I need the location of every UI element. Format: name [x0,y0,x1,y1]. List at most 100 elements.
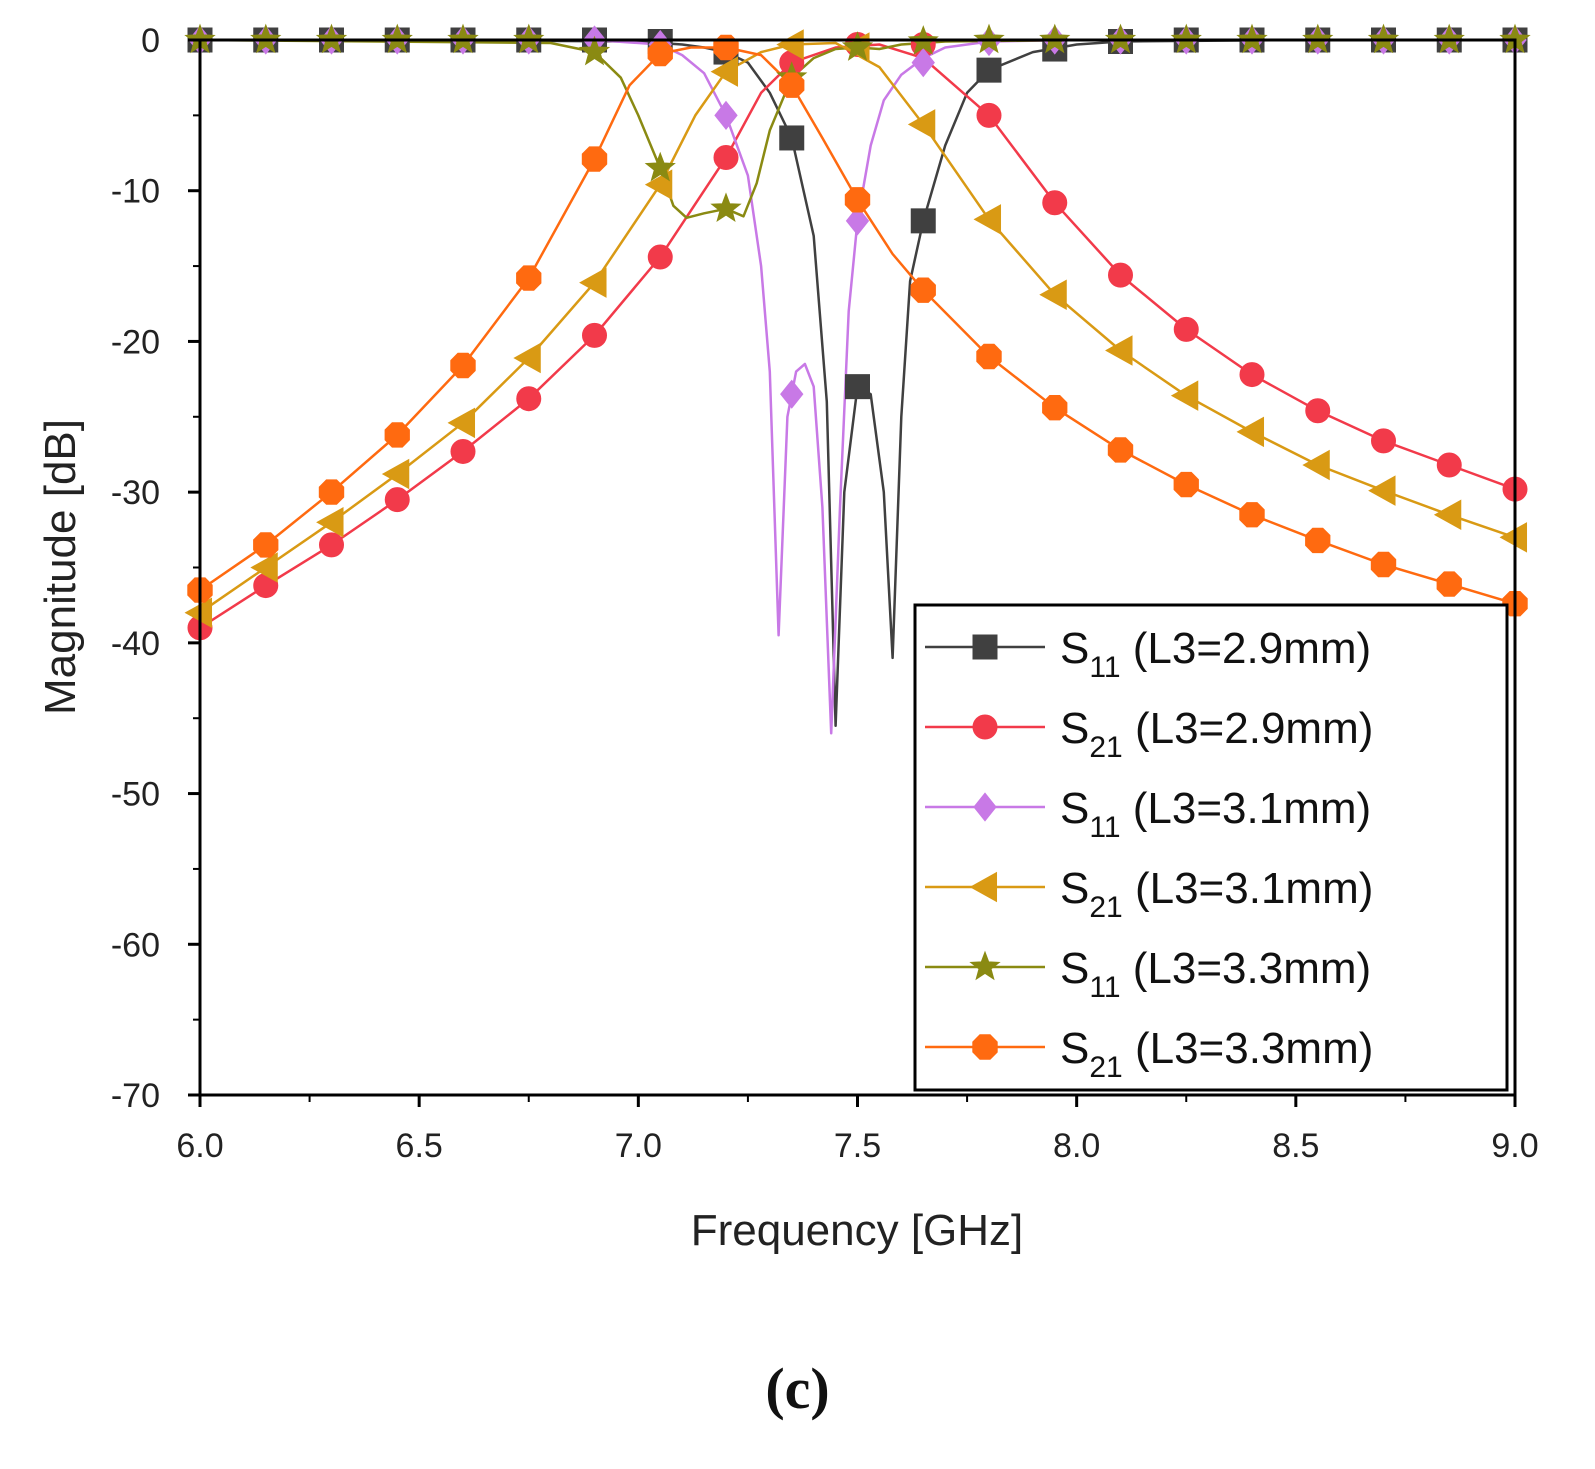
data-point-1-15 [1173,316,1199,342]
legend-label-main: S [1060,624,1089,673]
series-line-5 [200,46,1515,605]
legend-label: S21 (L3=2.9mm) [1060,704,1373,764]
data-point-3-19 [1433,499,1462,530]
x-tick-label: 6.5 [396,1127,443,1165]
data-point-1-16 [1239,362,1265,388]
data-point-3-18 [1368,475,1396,506]
data-point-4-7 [644,151,676,182]
legend-label-sub: 11 [1089,971,1120,1004]
data-point-5-1 [253,532,279,558]
data-point-5-11 [910,277,936,303]
data-point-1-6 [582,322,607,348]
data-point-3-16 [1236,416,1265,448]
legend-label-main: S [1060,944,1089,993]
data-point-2-10 [845,206,870,236]
legend-label-sub: 21 [1089,731,1122,764]
x-tick-label: 7.5 [834,1127,881,1165]
data-point-0-10 [845,374,870,400]
legend-marker [969,871,998,903]
legend-label-main: S [1060,864,1089,913]
legend-label-rest: (L3=2.9mm) [1121,624,1372,673]
data-point-5-18 [1370,551,1397,578]
data-point-0-9 [779,125,805,151]
x-axis-title: Frequency [GHz] [691,1206,1024,1255]
series-lines [200,40,1515,735]
legend-label: S11 (L3=3.3mm) [1060,944,1371,1004]
data-point-5-12 [976,343,1002,370]
y-tick-label: 0 [141,22,160,60]
legend-label-sub: 21 [1089,1051,1122,1084]
x-axis-ticks: 6.0 6.5 7.0 7.5 8.0 8.5 9.0 [176,1095,1539,1165]
data-point-3-4 [447,407,476,439]
data-point-3-15 [1170,380,1199,411]
legend-label-rest: (L3=2.9mm) [1123,704,1374,753]
data-point-5-17 [1305,527,1331,554]
legend-marker [972,714,998,740]
legend-label-rest: (L3=3.3mm) [1123,1024,1374,1073]
legend-label-main: S [1060,1024,1089,1073]
series-markers [184,23,1531,641]
legend-label: S21 (L3=3.3mm) [1060,1024,1373,1084]
data-point-5-14 [1107,437,1134,463]
data-point-1-3 [384,487,410,513]
legend-label-rest: (L3=3.1mm) [1121,784,1372,833]
legend-label-sub: 11 [1089,651,1120,684]
legend-marker [969,950,1001,981]
data-point-2-9 [780,379,804,409]
data-point-5-3 [384,422,410,448]
data-point-5-15 [1173,471,1199,498]
x-tick-label: 6.0 [176,1127,223,1165]
data-point-3-3 [381,458,410,490]
series-line-3 [200,41,1515,614]
data-point-3-9 [776,29,804,60]
y-tick-label: -20 [111,323,160,361]
data-point-5-6 [581,146,608,172]
legend-label: S11 (L3=3.1mm) [1060,784,1371,844]
data-point-3-17 [1302,449,1330,481]
y-tick-label: -50 [111,776,160,814]
series-line-1 [200,43,1515,629]
x-tick-label: 9.0 [1491,1127,1538,1165]
data-point-5-16 [1239,502,1265,528]
data-point-5-4 [450,352,476,379]
legend-label: S21 (L3=3.1mm) [1060,864,1373,924]
x-tick-label: 7.0 [615,1127,662,1165]
y-axis-title: Magnitude [dB] [36,419,85,715]
data-point-5-13 [1042,395,1068,421]
data-point-3-5 [513,342,541,374]
data-point-1-18 [1371,428,1396,454]
legend-marker [972,1034,998,1060]
data-point-4-10 [841,31,874,61]
data-point-3-14 [1105,335,1133,366]
data-point-1-7 [647,244,673,270]
data-point-1-2 [319,532,344,558]
legend: S11 (L3=2.9mm)S21 (L3=2.9mm)S11 (L3=3.1m… [913,603,1509,1092]
data-point-3-12 [973,204,1002,235]
legend-label-main: S [1060,784,1089,833]
x-tick-label: 8.5 [1272,1127,1319,1165]
data-point-5-2 [318,479,345,505]
legend-marker [973,792,997,822]
data-point-1-14 [1108,262,1133,288]
data-point-5-19 [1436,571,1462,597]
legend-label-sub: 11 [1089,811,1120,844]
legend-box [913,603,1509,1092]
data-point-1-19 [1436,452,1462,478]
legend-label-rest: (L3=3.3mm) [1121,944,1372,993]
y-axis-ticks: 0 -10 -20 -30 -40 -50 -60 -70 [111,22,200,1115]
series-line-4 [200,40,1515,220]
data-point-1-13 [1042,190,1068,216]
data-point-3-11 [907,109,936,140]
data-point-4-8 [710,192,742,223]
data-point-0-12 [976,57,1002,83]
legend-marker [972,634,998,660]
legend-label: S11 (L3=2.9mm) [1060,624,1371,684]
y-tick-label: -40 [111,625,160,663]
y-tick-label: -10 [111,173,160,211]
data-point-5-7 [647,40,673,67]
data-point-5-10 [844,187,871,213]
y-tick-label: -70 [111,1077,160,1115]
x-tick-label: 8.0 [1053,1127,1100,1165]
data-point-5-9 [779,72,805,98]
data-point-3-2 [316,507,344,538]
